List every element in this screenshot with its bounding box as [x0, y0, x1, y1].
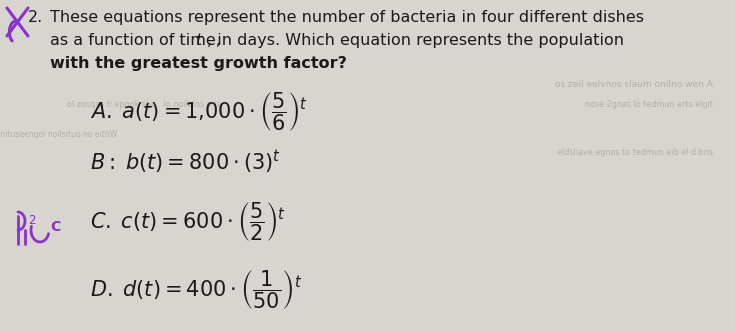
Text: nose 2gnas lo tedmun erts elgit: nose 2gnas lo tedmun erts elgit	[585, 100, 713, 109]
Text: $D.\; d(t) = 400 \cdot \left(\dfrac{1}{50}\right)^t$: $D.\; d(t) = 400 \cdot \left(\dfrac{1}{5…	[90, 268, 303, 311]
Text: , in days. Which equation represents the population: , in days. Which equation represents the…	[207, 33, 624, 48]
Text: These equations represent the number of bacteria in four different dishes: These equations represent the number of …	[50, 10, 644, 25]
Text: ol zosqxs ti epnok sbo   lo noilulos o is: ol zosqxs ti epnok sbo lo noilulos o is	[67, 100, 220, 109]
Text: C: C	[50, 220, 60, 234]
Text: t: t	[196, 33, 202, 48]
Text: os zeil eolvnos slaum onilno wen A: os zeil eolvnos slaum onilno wen A	[555, 80, 713, 89]
Text: with the greatest growth factor?: with the greatest growth factor?	[50, 56, 347, 71]
Text: $A.\; a(t) = 1{,}000 \cdot \left(\dfrac{5}{6}\right)^t$: $A.\; a(t) = 1{,}000 \cdot \left(\dfrac{…	[90, 90, 308, 133]
Text: $B:\; b(t) = 800 \cdot (3)^t$: $B:\; b(t) = 800 \cdot (3)^t$	[90, 148, 281, 176]
Text: as a function of time,: as a function of time,	[50, 33, 226, 48]
Text: $C.\; c(t) = 600 \cdot \left(\dfrac{5}{2}\right)^t$: $C.\; c(t) = 600 \cdot \left(\dfrac{5}{2…	[90, 200, 286, 243]
Text: 2: 2	[28, 214, 35, 227]
Text: 2.: 2.	[28, 10, 43, 25]
Text: eldsliave egnos to tedmun eib el d bns: eldsliave egnos to tedmun eib el d bns	[557, 148, 713, 157]
Text: .nsev ni emit el t egudw  enoifelis sAl gnituseenqoi noilsituo no eithW: .nsev ni emit el t egudw enoifelis sAl g…	[0, 130, 118, 139]
